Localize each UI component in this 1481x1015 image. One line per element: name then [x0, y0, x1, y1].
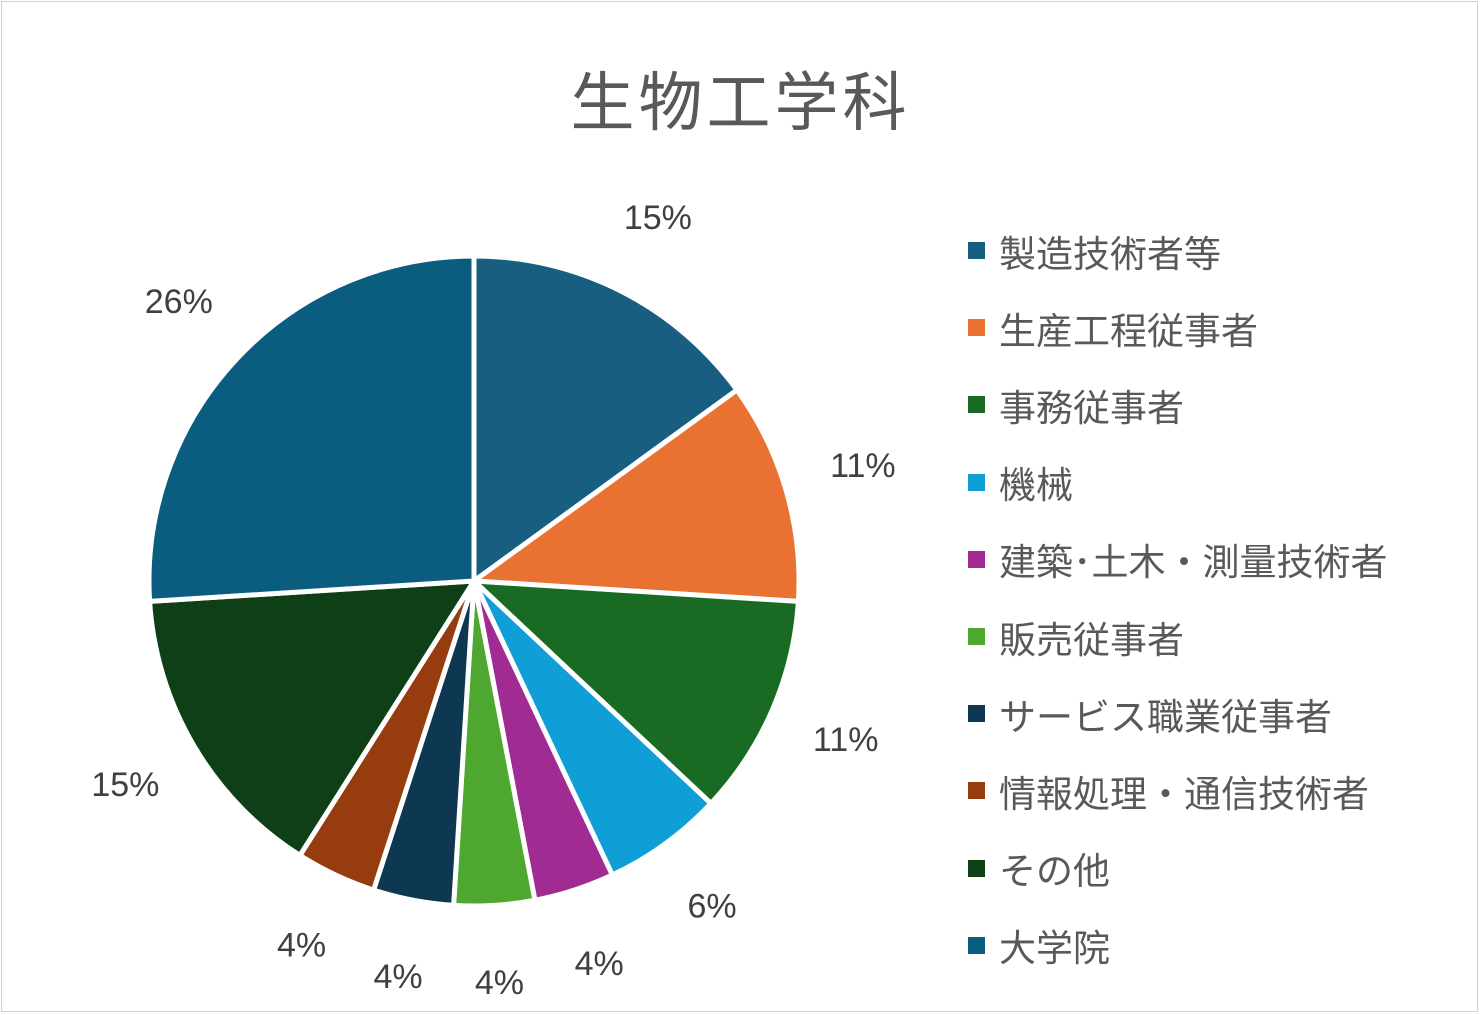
legend-item-2: 生産工程従事者: [968, 289, 1388, 366]
pie-slice-2: [471, 387, 802, 604]
legend-item-8: 情報処理・通信技術者: [968, 752, 1388, 829]
legend-item-9: その他: [968, 830, 1388, 907]
legend-item-7: サービス職業従事者: [968, 675, 1388, 752]
pie-slice-9: [147, 578, 477, 858]
legend-item-3: 事務従事者: [968, 366, 1388, 443]
legend-item-1: 製造技術者等: [968, 212, 1388, 289]
legend-swatch: [968, 859, 985, 877]
legend-label: 大学院: [999, 927, 1110, 971]
pie-slice-10: [146, 253, 477, 604]
data-label-2: 11%: [830, 447, 896, 485]
data-label-4: 6%: [688, 888, 737, 926]
data-label-3: 11%: [813, 721, 879, 759]
data-label-9: 15%: [91, 766, 159, 804]
legend-swatch: [968, 782, 985, 800]
legend-swatch: [968, 242, 985, 260]
legend-label: 生産工程従事者: [999, 309, 1258, 353]
chart-title: 生物工学科: [570, 67, 911, 141]
data-label-10: 26%: [145, 283, 213, 321]
legend-item-4: 機械: [968, 444, 1388, 521]
legend-swatch: [968, 396, 985, 414]
legend-item-5: 建築･土木・測量技術者: [968, 521, 1388, 598]
data-label-1: 15%: [624, 199, 692, 237]
legend-label: 情報処理・通信技術者: [999, 772, 1369, 816]
legend-label: 建築･土木・測量技術者: [999, 541, 1388, 585]
legend-swatch: [968, 473, 985, 491]
legend-swatch: [968, 628, 985, 646]
legend-label: サービス職業従事者: [999, 695, 1332, 739]
legend-item-10: 大学院: [968, 907, 1388, 984]
data-label-7: 4%: [374, 958, 423, 996]
legend-label: 製造技術者等: [999, 232, 1221, 276]
legend-swatch: [968, 319, 985, 337]
legend-label: 販売従事者: [999, 618, 1184, 662]
legend-label: 事務従事者: [999, 386, 1184, 430]
legend: 製造技術者等 生産工程従事者 事務従事者機械建築･土木・測量技術者 販売従事者サービス…: [968, 212, 1388, 984]
legend-item-6: 販売従事者: [968, 598, 1388, 675]
legend-label: 機械: [999, 464, 1073, 508]
pie-slice-1: [471, 253, 740, 584]
legend-label: その他: [999, 850, 1110, 894]
data-label-6: 4%: [475, 964, 524, 1002]
legend-swatch: [968, 705, 985, 723]
legend-swatch: [968, 936, 985, 954]
legend-swatch: [968, 550, 985, 568]
data-label-5: 4%: [575, 945, 624, 983]
pie-slice-3: [471, 578, 801, 806]
data-label-8: 4%: [277, 926, 326, 964]
